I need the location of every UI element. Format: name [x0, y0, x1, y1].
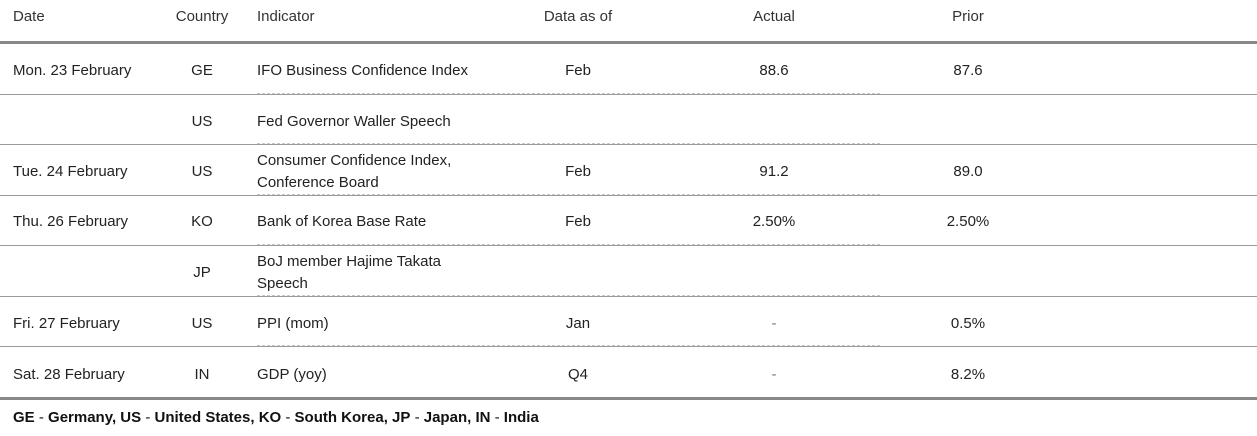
legend-name: South Korea,: [294, 409, 388, 426]
row-indicator: IFO Business Confidence Index: [257, 62, 468, 79]
row-prior: 8.2%: [950, 366, 986, 383]
header-prior: Prior: [952, 8, 984, 25]
row-date: Sat. 28 February: [13, 366, 125, 383]
row-date: Thu. 26 February: [13, 213, 129, 230]
row-country: JP: [193, 264, 211, 281]
row-actual: 91.2: [759, 163, 789, 180]
legend-separator: -: [414, 409, 420, 426]
row-data-as-of: Jan: [565, 315, 591, 332]
row-data-as-of: Q4: [567, 366, 588, 383]
row-date: Fri. 27 February: [13, 315, 120, 332]
header-country: Country: [175, 8, 229, 25]
header-divider: [0, 41, 1257, 44]
row-divider: [0, 245, 1257, 246]
row-data-as-of: Feb: [565, 163, 591, 180]
legend-separator: -: [38, 409, 44, 426]
legend-code: IN: [475, 409, 491, 426]
legend-code: GE: [13, 409, 35, 426]
header-indicator: Indicator: [257, 8, 315, 25]
row-dashed-divider: [257, 345, 880, 346]
row-prior: 0.5%: [950, 315, 986, 332]
row-dashed-divider: [257, 295, 880, 296]
row-country: KO: [191, 213, 213, 230]
row-indicator: PPI (mom): [257, 315, 329, 332]
legend-code: JP: [392, 409, 411, 426]
header-date: Date: [13, 8, 45, 25]
row-date: Tue. 24 February: [13, 163, 128, 180]
row-actual: -: [771, 315, 777, 332]
legend-name: United States,: [154, 409, 255, 426]
header-actual: Actual: [753, 8, 795, 25]
row-dashed-divider: [257, 143, 880, 144]
row-indicator: GDP (yoy): [257, 366, 327, 383]
table-header: Date Country Indicator Data as of Actual…: [0, 6, 1257, 30]
legend-name: Japan,: [423, 409, 472, 426]
row-divider: [0, 296, 1257, 297]
row-dashed-divider: [257, 93, 880, 94]
legend-code: US: [120, 409, 142, 426]
row-indicator: Fed Governor Waller Speech: [257, 113, 451, 130]
row-indicator: BoJ member Hajime Takata Speech: [257, 253, 441, 292]
row-divider: [0, 94, 1257, 95]
legend-name: India: [503, 409, 539, 426]
row-data-as-of: Feb: [565, 213, 591, 230]
row-dashed-divider: [257, 194, 880, 195]
row-country: GE: [191, 62, 213, 79]
row-indicator: Consumer Confidence Index, Conference Bo…: [257, 152, 452, 191]
legend-code: KO: [258, 409, 282, 426]
row-country: US: [191, 163, 213, 180]
country-code-legend: GE - Germany, US - United States, KO - S…: [13, 409, 539, 426]
legend-separator: -: [494, 409, 500, 426]
header-data-as-of: Data as of: [543, 8, 613, 25]
row-country: US: [191, 113, 213, 130]
row-divider: [0, 144, 1257, 145]
row-data-as-of: Feb: [565, 62, 591, 79]
row-actual: 88.6: [759, 62, 789, 79]
row-country: IN: [194, 366, 210, 383]
row-actual: 2.50%: [752, 213, 796, 230]
row-prior: 89.0: [953, 163, 983, 180]
legend-separator: -: [145, 409, 151, 426]
row-dashed-divider: [257, 244, 880, 245]
row-indicator: Bank of Korea Base Rate: [257, 213, 427, 230]
row-date: Mon. 23 February: [13, 62, 132, 79]
row-country: US: [191, 315, 213, 332]
row-divider: [0, 195, 1257, 196]
row-prior: 87.6: [953, 62, 983, 79]
row-divider: [0, 346, 1257, 347]
legend-separator: -: [285, 409, 291, 426]
row-actual: -: [771, 366, 777, 383]
table-bottom-divider: [0, 397, 1257, 400]
legend-name: Germany,: [48, 409, 117, 426]
row-prior: 2.50%: [946, 213, 990, 230]
